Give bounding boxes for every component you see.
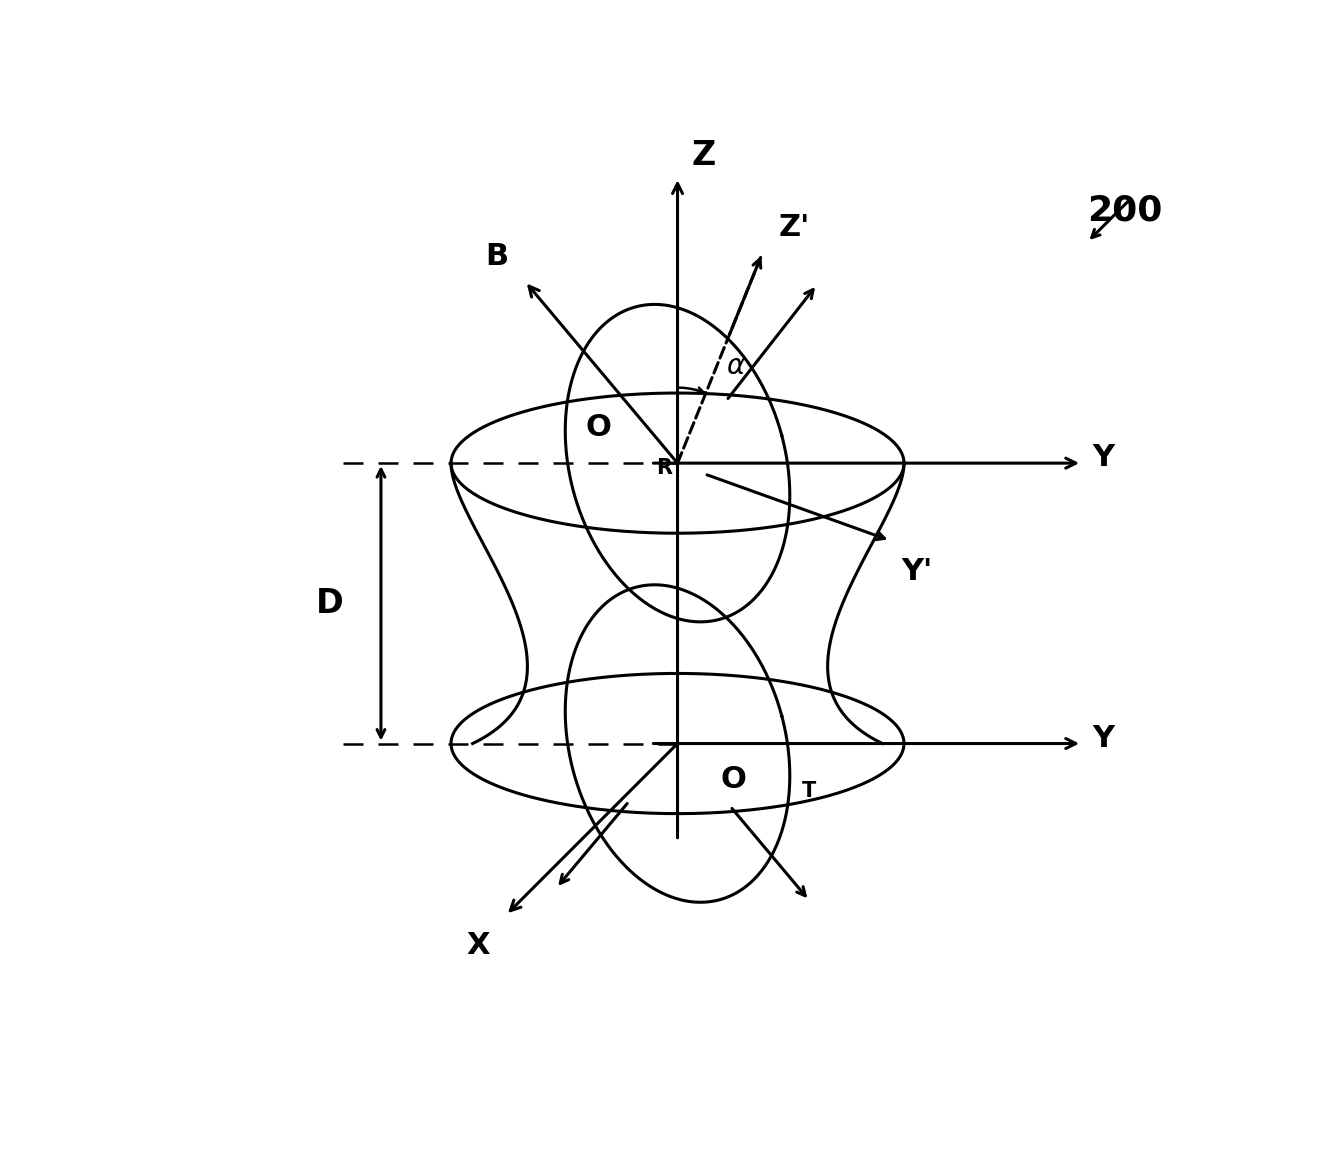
Text: O: O bbox=[586, 412, 612, 441]
Text: α: α bbox=[726, 353, 744, 380]
Text: B: B bbox=[485, 242, 509, 271]
Text: O: O bbox=[720, 765, 747, 794]
Text: Y': Y' bbox=[902, 556, 932, 585]
Text: Z: Z bbox=[691, 139, 715, 172]
Text: R: R bbox=[656, 457, 672, 478]
Text: D: D bbox=[316, 586, 344, 620]
Text: X: X bbox=[467, 931, 489, 961]
Text: Z': Z' bbox=[779, 213, 810, 242]
Text: 200: 200 bbox=[1087, 194, 1163, 227]
Text: T: T bbox=[801, 781, 816, 802]
Text: Y: Y bbox=[1093, 723, 1114, 752]
Text: Y: Y bbox=[1093, 444, 1114, 472]
